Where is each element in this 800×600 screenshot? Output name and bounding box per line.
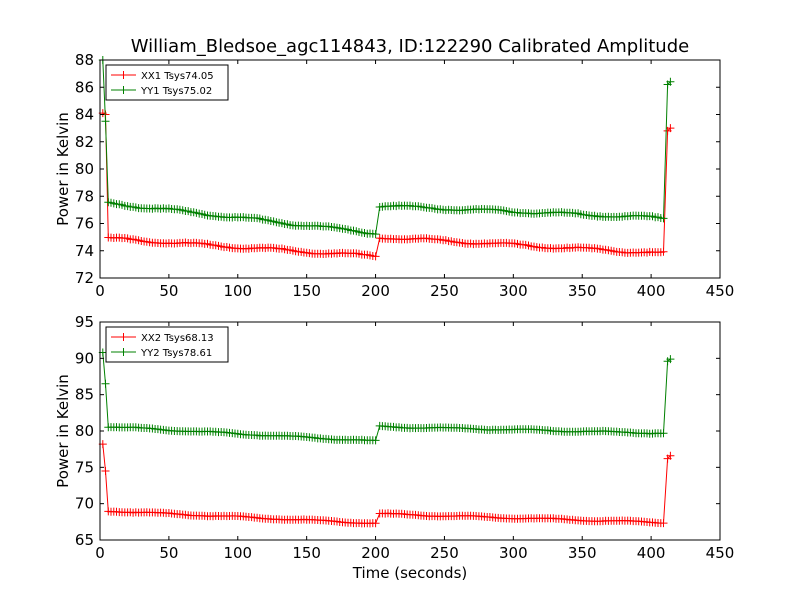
x-tick-label: 300 bbox=[499, 544, 528, 562]
y-axis-label: Power in Kelvin bbox=[54, 374, 72, 488]
legend-label: XX1 Tsys74.05 bbox=[141, 71, 214, 82]
x-axis-label: Time (seconds) bbox=[352, 564, 468, 582]
y-tick-label: 80 bbox=[75, 160, 94, 178]
series-line-yy2 bbox=[102, 352, 671, 441]
y-tick-label: 70 bbox=[75, 495, 94, 513]
y-axis-label: Power in Kelvin bbox=[54, 112, 72, 226]
y-tick-label: 90 bbox=[75, 349, 94, 367]
x-tick-label: 50 bbox=[159, 282, 178, 300]
series-line-xx1 bbox=[102, 112, 671, 257]
x-tick-label: 350 bbox=[568, 544, 597, 562]
legend-marker bbox=[119, 71, 128, 79]
y-tick-label: 76 bbox=[75, 215, 94, 233]
x-tick-label: 100 bbox=[223, 544, 252, 562]
legend-label: XX2 Tsys68.13 bbox=[141, 333, 214, 344]
y-tick-label: 86 bbox=[75, 78, 94, 96]
x-tick-label: 200 bbox=[361, 544, 390, 562]
legend-marker bbox=[119, 348, 128, 356]
x-tick-label: 50 bbox=[159, 544, 178, 562]
x-tick-label: 400 bbox=[637, 544, 666, 562]
x-tick-label: 150 bbox=[292, 282, 321, 300]
x-tick-label: 0 bbox=[95, 282, 105, 300]
x-tick-label: 400 bbox=[637, 282, 666, 300]
legend-label: YY1 Tsys75.02 bbox=[140, 86, 212, 97]
y-tick-label: 74 bbox=[75, 242, 94, 260]
series-markers-yy2 bbox=[98, 348, 675, 445]
x-tick-label: 350 bbox=[568, 282, 597, 300]
legend-marker bbox=[119, 86, 128, 94]
y-tick-label: 80 bbox=[75, 422, 94, 440]
y-tick-label: 84 bbox=[75, 106, 94, 124]
y-tick-label: 65 bbox=[75, 531, 94, 549]
top-panel: 0 50 100 150 200 250 300 350 400 450 72 74 76 78 80 82 8… bbox=[54, 51, 734, 300]
series-markers-xx1 bbox=[98, 109, 675, 261]
y-tick-label: 78 bbox=[75, 187, 94, 205]
legend-box bbox=[105, 64, 229, 101]
x-tick-label: 100 bbox=[223, 282, 252, 300]
x-tick-label: 450 bbox=[706, 282, 735, 300]
y-tick-label: 72 bbox=[75, 269, 94, 287]
y-tick-label: 82 bbox=[75, 133, 94, 151]
legend-marker bbox=[119, 333, 128, 341]
legend-label: YY2 Tsys78.61 bbox=[140, 348, 212, 359]
y-tick-label: 88 bbox=[75, 51, 94, 69]
x-tick-label: 200 bbox=[361, 282, 390, 300]
x-tick-label: 300 bbox=[499, 282, 528, 300]
x-tick-label: 250 bbox=[430, 282, 459, 300]
chart-title: William_Bledsoe_agc114843, ID:122290 Cal… bbox=[131, 36, 689, 57]
bottom-panel: 0 50 100 150 200 250 300 350 400 450 65 70 75 80 85 90 9… bbox=[54, 313, 734, 562]
y-tick-label: 95 bbox=[75, 313, 94, 331]
x-tick-label: 0 bbox=[95, 544, 105, 562]
y-tick-label: 85 bbox=[75, 386, 94, 404]
legend-box bbox=[105, 326, 229, 363]
x-tick-label: 250 bbox=[430, 544, 459, 562]
x-tick-label: 150 bbox=[292, 544, 321, 562]
series-markers-xx2 bbox=[98, 440, 675, 528]
y-tick-label: 75 bbox=[75, 458, 94, 476]
x-tick-label: 450 bbox=[706, 544, 735, 562]
